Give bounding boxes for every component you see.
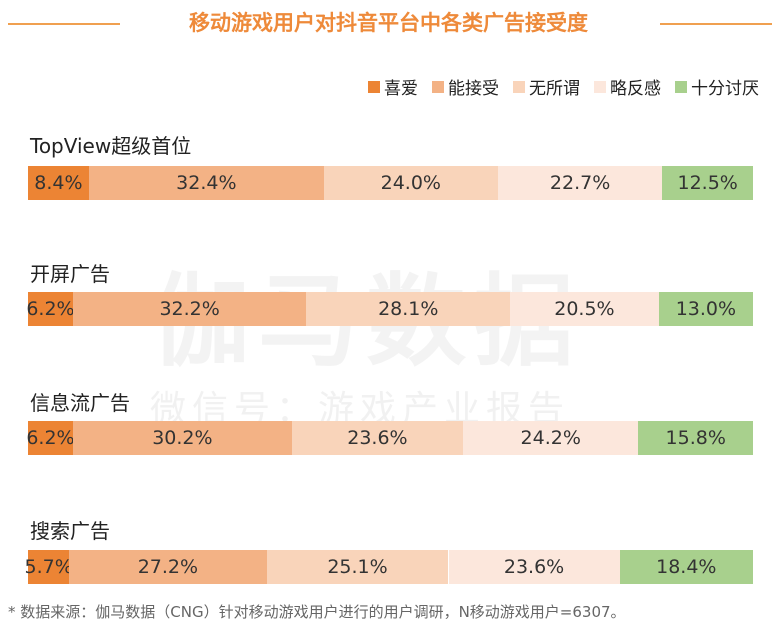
bar-segment: 12.5% bbox=[662, 166, 753, 200]
category-label: 开屏广告 bbox=[30, 262, 110, 286]
data-label: 5.7% bbox=[24, 556, 73, 578]
data-label: 23.6% bbox=[503, 556, 565, 578]
bar-segment: 30.2% bbox=[72, 421, 292, 455]
data-label: 24.2% bbox=[520, 427, 581, 449]
bar-segment: 23.6% bbox=[448, 550, 620, 584]
legend-item: 无所谓 bbox=[513, 74, 580, 99]
legend-label: 无所谓 bbox=[529, 79, 580, 99]
title-rule-left bbox=[8, 23, 120, 25]
category-label: TopView超级首位 bbox=[30, 134, 192, 158]
data-label: 32.2% bbox=[159, 298, 220, 320]
bar-segment: 25.1% bbox=[266, 550, 449, 584]
stacked-bar: 8.4% 32.4% 24.0% 22.7% 12.5% bbox=[28, 166, 753, 200]
legend-swatch bbox=[368, 80, 380, 93]
legend-label: 略反感 bbox=[610, 79, 661, 99]
bar-segment: 32.2% bbox=[72, 292, 307, 326]
data-label: 28.1% bbox=[378, 298, 439, 320]
data-label: 13.0% bbox=[675, 298, 737, 320]
legend-label: 喜爱 bbox=[384, 79, 418, 99]
bar-segment: 8.4% bbox=[28, 166, 89, 200]
legend-swatch bbox=[594, 80, 606, 93]
stacked-bar: 6.2% 32.2% 28.1% 20.5% 13.0% bbox=[26, 292, 753, 326]
chart-header: 移动游戏用户对抖音平台中各类广告接受度 bbox=[0, 8, 777, 38]
legend-item: 略反感 bbox=[594, 74, 661, 99]
data-label: 20.5% bbox=[554, 298, 615, 320]
data-label: 6.2% bbox=[26, 427, 75, 449]
data-label: 15.8% bbox=[665, 427, 726, 449]
legend-swatch bbox=[432, 80, 444, 93]
bar-segment: 13.0% bbox=[658, 292, 753, 326]
footnote: * 数据来源：伽马数据（CNG）针对移动游戏用户进行的用户调研，N移动游戏用户=… bbox=[8, 603, 626, 621]
bar-segment: 24.0% bbox=[323, 166, 498, 200]
bar-segment: 22.7% bbox=[497, 166, 663, 200]
title-rule-right bbox=[660, 23, 772, 25]
category-label: 搜索广告 bbox=[30, 519, 110, 543]
legend-item: 喜爱 bbox=[368, 74, 418, 99]
stacked-bar: 5.7% 27.2% 25.1% 23.6% 18.4% bbox=[25, 550, 753, 584]
legend: 喜爱 能接受 无所谓 略反感 十分讨厌 bbox=[354, 74, 759, 99]
bar-segment: 6.2% bbox=[26, 421, 75, 455]
bar-segment: 15.8% bbox=[638, 421, 753, 455]
legend-item: 十分讨厌 bbox=[675, 74, 759, 99]
bar-segment: 23.6% bbox=[291, 421, 463, 455]
bar-segment: 5.7% bbox=[25, 550, 73, 584]
legend-label: 能接受 bbox=[448, 79, 499, 99]
data-label: 27.2% bbox=[137, 556, 199, 578]
data-label: 32.4% bbox=[176, 172, 237, 194]
data-label: 8.4% bbox=[34, 172, 83, 194]
data-label: 18.4% bbox=[656, 556, 717, 578]
data-label: 24.0% bbox=[380, 172, 441, 194]
data-label: 12.5% bbox=[677, 172, 738, 194]
stacked-bar: 6.2% 30.2% 23.6% 24.2% 15.8% bbox=[26, 421, 753, 455]
bar-segment: 24.2% bbox=[463, 421, 639, 455]
chart-title: 移动游戏用户对抖音平台中各类广告接受度 bbox=[189, 11, 588, 35]
bar-segment: 20.5% bbox=[510, 292, 659, 326]
data-label: 22.7% bbox=[549, 172, 611, 194]
legend-swatch bbox=[513, 80, 525, 93]
category-label: 信息流广告 bbox=[30, 391, 130, 415]
legend-swatch bbox=[675, 80, 687, 93]
data-label: 6.2% bbox=[26, 298, 75, 320]
bar-segment: 28.1% bbox=[306, 292, 511, 326]
data-label: 23.6% bbox=[347, 427, 408, 449]
bar-segment: 18.4% bbox=[619, 550, 753, 584]
legend-item: 能接受 bbox=[432, 74, 499, 99]
legend-label: 十分讨厌 bbox=[691, 79, 759, 99]
bar-segment: 27.2% bbox=[69, 550, 267, 584]
bar-segment: 6.2% bbox=[26, 292, 75, 326]
bar-segment: 32.4% bbox=[88, 166, 324, 200]
data-label: 25.1% bbox=[327, 556, 388, 578]
data-label: 30.2% bbox=[152, 427, 213, 449]
